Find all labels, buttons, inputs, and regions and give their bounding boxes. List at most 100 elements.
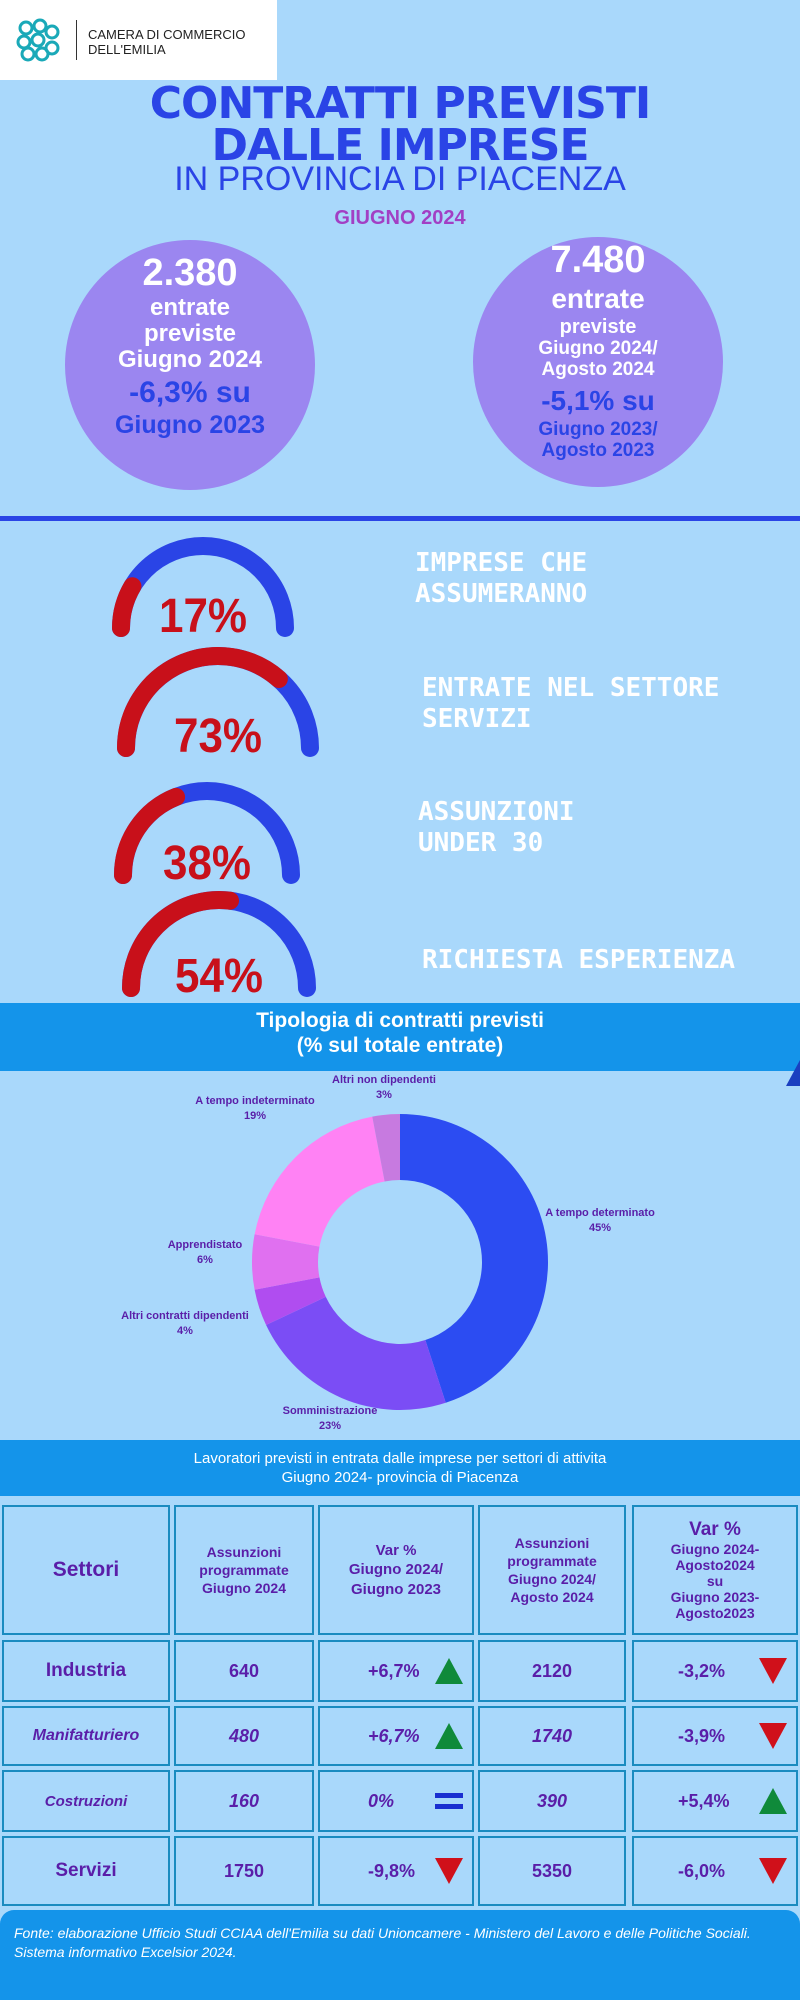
donut-slice-6 [372, 1114, 400, 1182]
slice-name: A tempo indeterminato [195, 1095, 315, 1107]
logo-mark-icon [16, 18, 60, 62]
sector-cell: Industria [2, 1640, 170, 1702]
var-giugno-agosto-cell-text: -3,2% [678, 1660, 726, 1681]
header-line: Agosto2023 [675, 1605, 755, 1622]
var-giugno-agosto-cell: -6,0% [632, 1836, 798, 1906]
circle-1-value: 2.380 [142, 252, 238, 294]
circle-2-change-ref1: Giugno 2023/ [538, 419, 658, 440]
footer: Fonte: elaborazione Ufficio Studi CCIAA … [0, 1910, 800, 2000]
var-giugno-cell: +6,7% [318, 1640, 474, 1702]
var-giugno-cell-text: -9,8% [368, 1860, 416, 1881]
gauge-fill [122, 891, 240, 997]
gauge-3: 38% [114, 782, 300, 890]
slice-name: Apprendistato [167, 1239, 243, 1251]
header-var-giugno-agosto: Var % Giugno 2024- Agosto2024 su Giugno … [632, 1505, 798, 1635]
gauge-4: 54% [122, 891, 316, 1000]
circle-june: 2.380 entrate previste Giugno 2024 -6,3%… [65, 240, 315, 490]
header-line: programmate [507, 1552, 597, 1569]
gauge-1-label-2: ASSUMERANNO [415, 579, 588, 610]
header-line: Agosto2024 [675, 1556, 755, 1573]
assunzioni-giugno-agosto-cell: 2120 [478, 1640, 626, 1702]
subtitle: IN PROVINCIA DI PIACENZA [174, 160, 626, 198]
var-giugno-agosto-cell: -3,9% [632, 1706, 798, 1766]
donut-slice-2 [266, 1296, 446, 1410]
sector-cell-text: Industria [45, 1660, 127, 1681]
circle-1-change-ref: Giugno 2023 [114, 411, 266, 439]
gauge-fill [112, 577, 142, 637]
var-giugno-cell-text: +6,7% [368, 1725, 420, 1746]
slice-value: 3% [376, 1089, 392, 1102]
title-line-1: CONTRATTI PREVISTI [149, 78, 651, 129]
circle-2-line3: Giugno 2024/ [538, 338, 658, 359]
circle-2-line2: previste [559, 316, 637, 338]
donut-slice-3 [254, 1277, 326, 1326]
donut-title: Tipologia di contratti previsti [256, 1009, 544, 1032]
assunzioni-giugno-cell: 480 [174, 1706, 314, 1766]
gauge-fill [114, 787, 186, 884]
assunzioni-giugno-agosto-cell-text: 390 [536, 1790, 568, 1811]
assunzioni-giugno-agosto-cell-text: 2120 [531, 1660, 573, 1681]
header-line: Agosto 2024 [510, 1589, 594, 1606]
header-line: Assunzioni [206, 1543, 282, 1560]
footer-source: Fonte: elaborazione Ufficio Studi CCIAA … [14, 1925, 751, 1960]
sector-cell-text: Manifatturiero [32, 1727, 140, 1744]
sector-cell: Manifatturiero [2, 1706, 170, 1766]
gauge-2-label-1: ENTRATE NEL SETTORE [422, 673, 720, 703]
gauge-2: 73% [117, 647, 319, 763]
section-separator [0, 516, 800, 521]
circle-1-line2: previste [143, 320, 237, 347]
header-line: Var % [375, 1541, 417, 1559]
trend-down-icon [759, 1723, 787, 1749]
trend-equal-icon [435, 1793, 463, 1809]
gauge-4-label-1: RICHIESTA ESPERIENZA [422, 945, 736, 975]
donut-slice-5 [254, 1116, 385, 1247]
sector-cell: Servizi [2, 1836, 170, 1906]
slice-name: Somministrazione [282, 1405, 378, 1417]
gauge-percent: 54% [175, 950, 263, 1000]
var-giugno-agosto-cell: -3,2% [632, 1640, 798, 1702]
header-line: Giugno 2023- [670, 1588, 760, 1605]
donut-slice-1 [400, 1114, 549, 1403]
header-line: programmate [199, 1561, 289, 1578]
gauges-panel: 17% 73% 38% 54% [112, 537, 319, 1000]
trend-down-icon [759, 1858, 787, 1884]
assunzioni-giugno-agosto-cell: 5350 [478, 1836, 626, 1906]
table-title: Lavoratori previsti in entrata dalle imp… [193, 1450, 607, 1467]
header-assunzioni-giugno-agosto: Assunzioni programmate Giugno 2024/ Agos… [478, 1505, 626, 1635]
gauge-3-label-1: ASSUNZIONI [418, 797, 575, 827]
donut-slice-4 [252, 1234, 320, 1290]
sector-cell: Costruzioni [2, 1770, 170, 1832]
circle-1-line1: entrate [149, 294, 231, 321]
slice-value: 6% [197, 1254, 213, 1267]
logo-line-1: CAMERA DI COMMERCIO [88, 27, 246, 42]
header-line: Var % [689, 1518, 741, 1540]
assunzioni-giugno-agosto-cell: 1740 [478, 1706, 626, 1766]
header-line: Giugno 2024/ [348, 1561, 444, 1579]
circle-2-change-ref2: Agosto 2023 [541, 440, 655, 461]
logo: CAMERA DI COMMERCIO DELL'EMILIA [0, 0, 277, 80]
gauge-3-label: ASSUNZIONI UNDER 30 [418, 797, 575, 859]
assunzioni-giugno-cell-text: 480 [228, 1725, 260, 1746]
var-giugno-cell: +6,7% [318, 1706, 474, 1766]
header-line: Assunzioni [514, 1534, 590, 1551]
header-var-giugno: Var % Giugno 2024/ Giugno 2023 [318, 1505, 474, 1635]
var-giugno-cell: 0% [318, 1770, 474, 1832]
assunzioni-giugno-agosto-cell-text: 1740 [531, 1725, 573, 1746]
header-settori: Settori [2, 1505, 170, 1635]
header-line: Giugno 2024/ [508, 1571, 596, 1587]
title-line-2: DALLE IMPRESE [211, 120, 589, 171]
var-giugno-agosto-cell-text: +5,4% [678, 1790, 730, 1811]
circle-1-change: -6,3% su [129, 376, 251, 409]
table-subtitle: Giugno 2024- provincia di Piacenza [281, 1469, 519, 1486]
gauge-2-label: ENTRATE NEL SETTORE SERVIZI [422, 673, 719, 735]
donut-title-band: Tipologia di contratti previsti (% sul t… [0, 1003, 800, 1071]
header-line: su [706, 1572, 724, 1589]
assunzioni-giugno-cell: 1750 [174, 1836, 314, 1906]
circle-june-august: 7.480 entrate previste Giugno 2024/ Agos… [473, 237, 723, 487]
circle-1-line3: Giugno 2024 [117, 346, 263, 373]
header-assunzioni-giugno: Assunzioni programmate Giugno 2024 [174, 1505, 314, 1635]
slice-value: 45% [588, 1222, 612, 1235]
slice-name: Altri non dipendenti [332, 1074, 436, 1086]
var-giugno-agosto-cell-text: -3,9% [678, 1725, 726, 1746]
assunzioni-giugno-cell: 640 [174, 1640, 314, 1702]
